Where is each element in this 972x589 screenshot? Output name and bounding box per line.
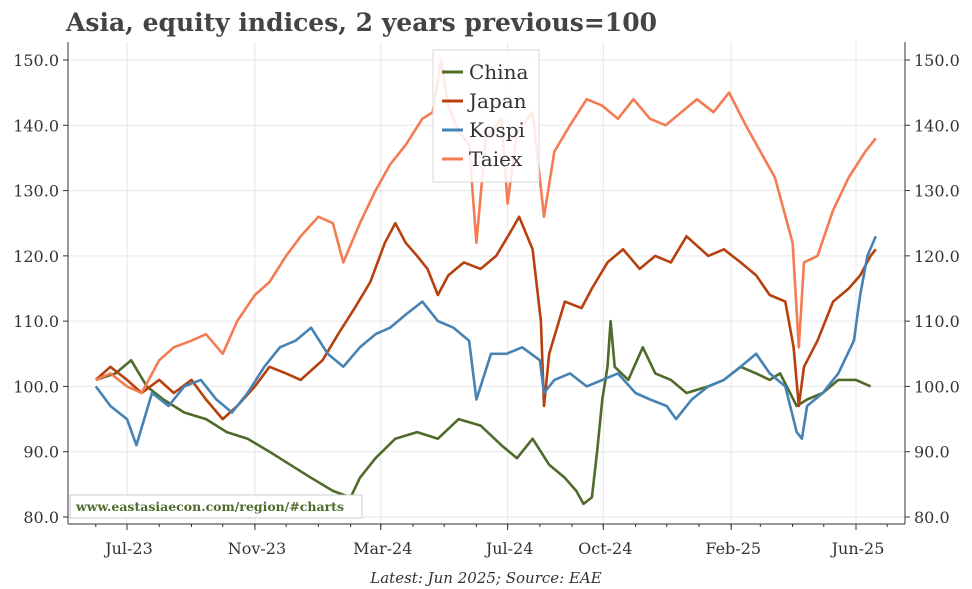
x-tick-label: Oct-24 xyxy=(578,539,632,558)
chart-title: Asia, equity indices, 2 years previous=1… xyxy=(65,8,657,37)
legend-label-taiex: Taiex xyxy=(469,147,523,171)
y-tick-label-left: 80.0 xyxy=(23,508,59,527)
legend-label-china: China xyxy=(469,60,528,84)
watermark-text: www.eastasiaecon.com/region/#charts xyxy=(75,499,344,514)
y-tick-label-left: 140.0 xyxy=(13,116,59,135)
y-tick-label-left: 90.0 xyxy=(23,443,59,462)
y-tick-label-left: 120.0 xyxy=(13,247,59,266)
y-tick-label-right: 80.0 xyxy=(914,508,950,527)
y-tick-label-right: 140.0 xyxy=(914,116,960,135)
y-axis-left: 80.0 90.0 100.0 110.0 120.0 130.0 140.0 150.0 xyxy=(13,51,68,527)
legend: China Japan Kospi Taiex xyxy=(432,49,540,183)
y-tick-label-right: 90.0 xyxy=(914,443,950,462)
y-tick-label-left: 130.0 xyxy=(13,182,59,201)
series-line-kospi xyxy=(94,235,877,447)
y-axis-right: 80.0 90.0 100.0 110.0 120.0 130.0 140.0 150.0 xyxy=(905,51,960,527)
x-tick-label: Jul-23 xyxy=(103,539,153,558)
x-tick-label: Jun-25 xyxy=(830,539,885,558)
x-axis: Jul-23 Nov-23 Mar-24 Jul-24 Oct-24 Feb-25 Jun-… xyxy=(95,524,888,558)
y-tick-label-left: 150.0 xyxy=(13,51,59,70)
y-tick-label-right: 150.0 xyxy=(914,51,960,70)
series-line-japan xyxy=(94,215,877,421)
y-tick-label-right: 120.0 xyxy=(914,247,960,266)
axes xyxy=(67,42,906,525)
watermark-box: www.eastasiaecon.com/region/#charts xyxy=(69,494,363,519)
x-tick-label: Mar-24 xyxy=(353,539,412,558)
legend-label-kospi: Kospi xyxy=(469,118,525,142)
x-tick-label: Jul-24 xyxy=(484,539,534,558)
y-tick-label-right: 100.0 xyxy=(914,377,960,396)
source-note: Latest: Jun 2025; Source: EAE xyxy=(369,569,601,587)
legend-label-japan: Japan xyxy=(467,89,527,113)
y-tick-label-left: 110.0 xyxy=(13,312,59,331)
y-tick-label-left: 100.0 xyxy=(13,377,59,396)
series-line-china xyxy=(95,319,872,506)
y-tick-label-right: 130.0 xyxy=(914,182,960,201)
y-tick-label-right: 110.0 xyxy=(914,312,960,331)
x-tick-label: Feb-25 xyxy=(705,539,761,558)
x-tick-label: Nov-23 xyxy=(228,539,286,558)
